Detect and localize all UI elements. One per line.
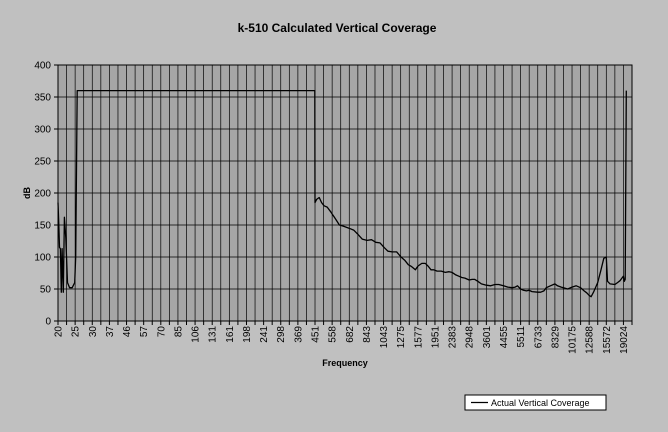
y-axis-title: dB: [22, 187, 32, 199]
y-tick-label: 300: [34, 125, 51, 136]
x-tick-label: 30: [88, 326, 99, 338]
x-tick-label: 106: [191, 326, 202, 343]
x-tick-label: 369: [293, 326, 304, 343]
x-tick-label: 3601: [482, 326, 493, 349]
x-tick-label: 5511: [516, 326, 527, 348]
series-layer: [57, 89, 627, 298]
x-tick-label: 46: [122, 326, 133, 338]
x-tick-label: 15572: [602, 326, 613, 354]
y-tick-label: 50: [40, 285, 52, 296]
y-tick-label: 100: [34, 253, 51, 264]
y-tick-label: 250: [34, 157, 51, 168]
y-tick-label: 150: [34, 221, 51, 232]
x-tick-label: 298: [276, 326, 287, 343]
y-tick-label: 350: [34, 93, 51, 104]
y-tick-label: 0: [45, 317, 51, 328]
x-axis: 20 25 30 37 46 57 70 85 106 131 161 198 241 298 369 451…: [54, 321, 633, 354]
x-tick-label: 85: [173, 326, 184, 338]
x-tick-label: 20: [54, 326, 65, 338]
series-line-actual-vertical-coverage: [57, 89, 627, 298]
x-tick-label: 843: [362, 326, 373, 343]
x-tick-label: 57: [139, 326, 150, 338]
x-tick-label: 12588: [585, 326, 596, 354]
x-tick-label: 131: [208, 326, 219, 343]
x-tick-label: 10175: [568, 326, 579, 354]
x-tick-label: 1275: [396, 326, 407, 349]
x-tick-label: 1043: [379, 326, 390, 349]
x-tick-label: 1951: [430, 326, 441, 349]
x-tick-label: 451: [311, 326, 322, 343]
x-tick-label: 19024: [619, 326, 630, 354]
y-tick-label: 400: [34, 61, 51, 72]
x-tick-label: 8329: [550, 326, 561, 349]
x-tick-label: 161: [225, 326, 236, 343]
chart-title: k-510 Calculated Vertical Coverage: [238, 21, 437, 35]
gridlines: [58, 65, 632, 321]
x-tick-label: 25: [71, 326, 82, 338]
legend-label: Actual Vertical Coverage: [491, 398, 590, 408]
x-tick-label: 2383: [448, 326, 459, 349]
x-tick-label: 4455: [499, 326, 510, 349]
x-tick-label: 6733: [533, 326, 544, 349]
legend-box: [464, 394, 607, 411]
x-tick-label: 198: [242, 326, 253, 343]
x-tick-label: 682: [345, 326, 356, 343]
x-tick-label: 70: [156, 326, 167, 338]
y-axis: 0 50 100 150 200 250 300 350 400: [34, 61, 58, 328]
legend: Actual Vertical Coverage: [464, 394, 607, 411]
x-tick-label: 2948: [465, 326, 476, 349]
x-axis-title: Frequency: [322, 358, 368, 368]
x-tick-label: 37: [105, 326, 116, 338]
x-tick-label: 1577: [413, 326, 424, 349]
x-tick-label: 241: [259, 326, 270, 343]
y-tick-label: 200: [34, 189, 51, 200]
x-tick-label: 558: [328, 326, 339, 343]
